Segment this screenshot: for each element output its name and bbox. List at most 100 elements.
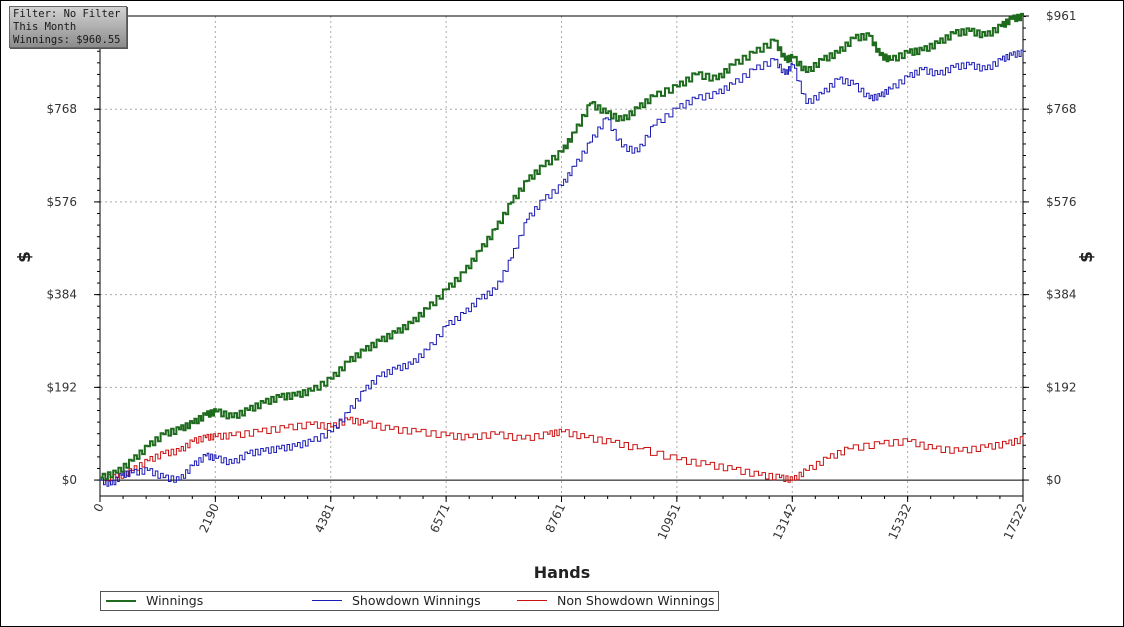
data-point-winnings (752, 52, 754, 54)
series-lines (99, 12, 1024, 487)
data-point-showdown-winnings (921, 69, 923, 71)
grid-lines (100, 15, 1023, 496)
data-point-non-showdown-winnings (389, 428, 391, 430)
data-point-winnings (852, 37, 854, 39)
data-point-non-showdown-winnings (1022, 438, 1024, 440)
data-point-showdown-winnings (676, 107, 678, 109)
data-point-showdown-winnings (784, 73, 786, 76)
data-point-winnings (462, 271, 465, 274)
data-point-winnings (605, 112, 607, 114)
data-point-showdown-winnings (262, 450, 264, 452)
data-point-non-showdown-winnings (346, 419, 349, 421)
data-point-showdown-winnings (715, 93, 717, 95)
data-point-showdown-winnings (425, 349, 428, 351)
data-point-winnings (410, 322, 412, 324)
data-point-showdown-winnings (526, 218, 528, 220)
data-point-non-showdown-winnings (931, 448, 933, 450)
data-point-winnings (652, 95, 654, 97)
data-point-showdown-winnings (378, 375, 380, 377)
data-point-winnings (178, 428, 180, 430)
y-tick-label-left: $768 (46, 102, 77, 116)
data-point-winnings (952, 32, 954, 34)
data-point-winnings (1022, 15, 1024, 18)
legend-swatch-non-showdown (517, 600, 547, 601)
data-point-showdown-winnings (310, 440, 312, 443)
data-point-non-showdown-winnings (826, 457, 828, 459)
data-point-showdown-winnings (131, 472, 133, 474)
data-point-winnings (821, 59, 823, 61)
data-point-non-showdown-winnings (178, 450, 180, 452)
data-point-winnings (907, 52, 909, 54)
data-point-showdown-winnings (362, 390, 364, 392)
data-point-winnings (541, 165, 544, 167)
data-point-showdown-winnings (652, 124, 654, 126)
data-point-non-showdown-winnings (636, 448, 638, 450)
data-point-showdown-winnings (330, 431, 332, 433)
data-point-showdown-winnings (805, 102, 807, 105)
data-point-non-showdown-winnings (415, 431, 417, 433)
data-point-showdown-winnings (879, 95, 881, 97)
x-tick-label: 17522 (1001, 501, 1030, 542)
data-point-showdown-winnings (694, 97, 696, 100)
data-point-showdown-winnings (605, 117, 607, 119)
data-point-non-showdown-winnings (146, 460, 149, 462)
data-point-showdown-winnings (560, 184, 563, 187)
data-point-non-showdown-winnings (494, 433, 496, 435)
data-point-winnings (262, 402, 264, 404)
data-point-non-showdown-winnings (778, 477, 781, 479)
data-point-non-showdown-winnings (1005, 443, 1007, 445)
data-point-non-showdown-winnings (610, 441, 612, 443)
data-point-showdown-winnings (589, 141, 591, 143)
data-point-showdown-winnings (215, 457, 217, 459)
data-point-showdown-winnings (162, 477, 164, 479)
data-point-showdown-winnings (791, 64, 793, 66)
data-point-showdown-winnings (294, 445, 296, 447)
data-point-showdown-winnings (346, 411, 349, 414)
data-point-showdown-winnings (1010, 54, 1012, 56)
data-point-showdown-winnings (731, 83, 733, 85)
data-point-showdown-winnings (636, 151, 638, 153)
y-tick-label-right: $768 (1046, 102, 1077, 116)
data-point-winnings (1000, 25, 1002, 27)
filter-text: Filter: No Filter (13, 8, 121, 20)
y-tick-label-left: $192 (46, 380, 77, 394)
y-axis-label-left: $ (15, 251, 35, 263)
filter-info-box: Filter: No Filter This Month Winnings: $… (9, 6, 127, 48)
data-point-showdown-winnings (968, 64, 970, 66)
x-tick-label: 13142 (770, 501, 799, 542)
data-point-non-showdown-winnings (257, 431, 259, 433)
data-point-showdown-winnings (410, 363, 412, 365)
data-point-winnings (131, 460, 133, 462)
x-axis-label: Hands (534, 563, 591, 582)
x-tick-label: 8761 (543, 501, 569, 535)
data-point-non-showdown-winnings (283, 427, 285, 429)
data-point-winnings (378, 340, 380, 342)
total-winnings-text: Winnings: $960.55 (13, 34, 121, 46)
data-point-winnings (731, 64, 733, 66)
data-point-non-showdown-winnings (191, 440, 193, 443)
data-point-winnings (478, 250, 480, 252)
data-point-non-showdown-winnings (445, 435, 447, 437)
data-point-showdown-winnings (99, 479, 101, 481)
data-point-showdown-winnings (620, 146, 623, 148)
data-point-winnings (636, 107, 638, 109)
data-point-non-showdown-winnings (847, 448, 849, 450)
data-point-showdown-winnings (836, 78, 839, 80)
data-point-showdown-winnings (146, 469, 149, 472)
data-point-winnings (310, 390, 312, 392)
data-point-non-showdown-winnings (560, 431, 563, 433)
data-point-winnings (715, 78, 717, 80)
data-point-winnings (589, 102, 591, 105)
data-point-showdown-winnings (868, 97, 870, 100)
data-point-showdown-winnings (936, 73, 939, 76)
legend-label-non-showdown: Non Showdown Winnings (557, 593, 715, 608)
data-point-showdown-winnings (120, 474, 122, 476)
y-tick-label-right: $192 (1046, 380, 1077, 394)
data-point-winnings (791, 56, 793, 59)
data-point-winnings (805, 71, 807, 73)
data-point-non-showdown-winnings (362, 422, 364, 424)
data-point-non-showdown-winnings (705, 464, 707, 466)
legend-swatch-winnings (106, 600, 136, 602)
